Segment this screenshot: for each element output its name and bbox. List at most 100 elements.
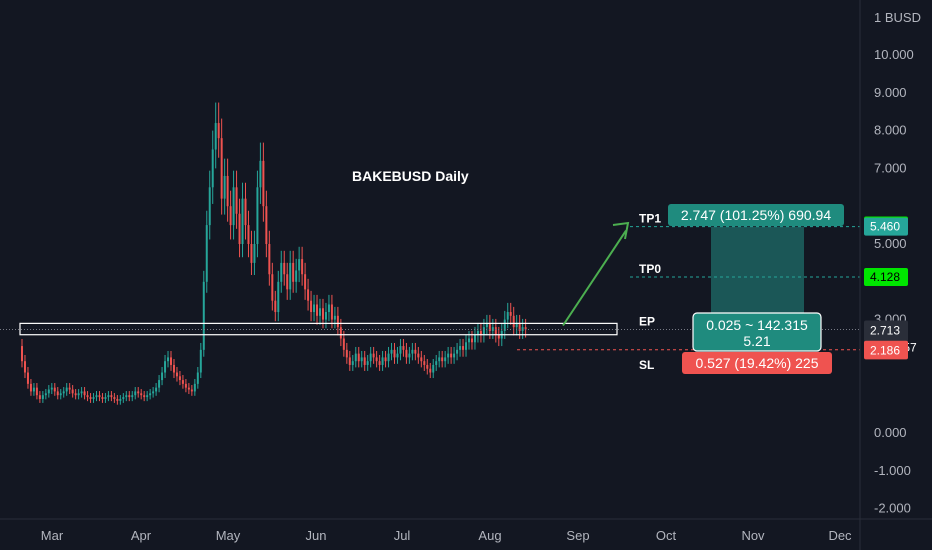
candle-body [250,244,253,263]
candle-body [488,323,491,331]
candle-body [47,389,50,394]
candle-body [167,357,170,362]
candle-body [86,395,89,398]
candle-body [193,383,196,392]
candle-body [41,395,44,399]
price-tick-label: 5.000 [874,236,907,251]
candle-body [170,357,172,365]
candle-body [50,387,53,390]
candle-body [89,397,92,399]
candle-body [295,270,298,282]
candle-body [485,323,488,328]
price-tick-label: 10.000 [874,47,914,62]
candle-body [241,198,244,244]
candle-body [435,361,438,365]
price-tag [864,321,908,340]
candle-body [438,357,441,362]
candle-body [283,262,286,275]
candle-body [506,312,509,320]
candle-body [205,225,208,282]
candle-body [345,349,348,358]
candle-body [357,353,360,362]
candle-body [396,353,399,358]
candle-body [393,349,396,358]
candle-body [494,327,497,335]
candle-body [68,387,71,390]
overlay-group: TP1 TP0 EP SL 2.747 (101.25%) 690.94 0.025 ~ … [0,204,860,374]
time-tick-label: Apr [131,528,152,543]
candle-body [178,376,181,381]
candle-body [131,395,134,398]
candle-body [107,395,110,398]
candle-body [327,304,330,313]
candle-body [444,357,447,362]
candle-body [238,213,241,244]
candle-body [304,274,307,290]
price-tag [864,341,908,360]
candle-body [235,187,238,214]
candle-body [274,300,277,313]
time-tick-label: Oct [656,528,677,543]
candle-body [298,259,301,271]
candle-body [259,160,262,188]
candle-body [149,393,152,396]
candle-body [211,149,214,188]
candle-body [247,225,250,244]
candle-body [360,357,363,362]
candle-body [450,353,453,358]
candle-body [476,330,479,335]
candle-body [44,393,47,396]
candle-body [110,395,113,398]
candle-body [497,334,500,339]
time-tick-label: Jul [394,528,411,543]
candle-body [459,346,462,350]
chart-title: BAKEBUSD Daily [352,168,469,184]
time-tick-label: Aug [478,528,501,543]
price-tag-value: 2.713 [870,323,900,337]
support-zone-box [19,322,618,336]
candle-body [134,391,137,396]
price-tag-value: 4.128 [870,270,900,284]
candle-body [482,327,485,335]
candle-body [23,361,26,373]
price-tag [864,267,908,286]
candle-body [268,244,271,275]
candle-body [307,289,310,301]
time-tick-label: May [216,528,241,543]
candle-body [143,395,146,398]
time-tick-label: Mar [41,528,64,543]
candle-body [524,327,527,330]
price-tick-label: 0.000 [874,425,907,440]
candle-body [208,187,211,226]
candle-body [408,353,411,358]
price-axis-unit[interactable]: 1 BUSD [874,10,921,25]
candle-body [363,357,366,365]
candle-body [515,323,518,328]
candle-body [101,397,104,399]
candle-body [390,349,393,354]
price-tag-value: 5.460 [870,220,900,234]
candle-body [468,338,470,343]
candle-body [35,387,38,396]
candle-body [77,393,80,396]
candle-body [333,315,336,320]
candle-body [199,349,202,373]
level-label-ep: EP [639,315,655,329]
time-tick-label: Sep [566,528,589,543]
candle-body [429,368,432,373]
candle-body [122,397,125,399]
candle-body [104,397,107,399]
price-tick-label: 7.000 [874,160,907,175]
candle-body [92,397,95,399]
arrow-head-icon [612,221,630,240]
time-axis[interactable]: Mar Apr May Jun Jul Aug Sep Oct Nov Dec [41,528,852,543]
candle-body [184,383,187,388]
candle-body [29,383,32,392]
candle-body [214,123,217,150]
price-axis[interactable]: 10.0009.0008.0007.0005.0003.0000.000-1.0… [864,47,917,516]
target-box [668,204,844,226]
candle-body [369,353,372,362]
price-tick-label: -2.000 [874,501,911,516]
candle-body [62,391,65,394]
